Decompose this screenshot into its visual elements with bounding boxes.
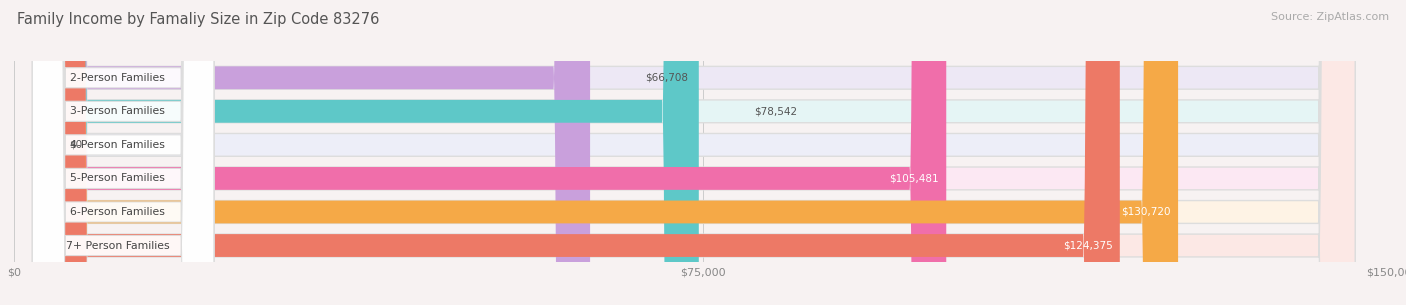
FancyBboxPatch shape [32, 0, 214, 305]
Text: $130,720: $130,720 [1121, 207, 1171, 217]
FancyBboxPatch shape [51, 0, 1119, 305]
FancyBboxPatch shape [51, 0, 1355, 305]
FancyBboxPatch shape [51, 0, 699, 305]
Text: 3-Person Families: 3-Person Families [70, 106, 165, 116]
Text: $124,375: $124,375 [1063, 241, 1112, 250]
FancyBboxPatch shape [51, 0, 591, 305]
Text: 6-Person Families: 6-Person Families [70, 207, 165, 217]
FancyBboxPatch shape [32, 0, 214, 305]
FancyBboxPatch shape [32, 0, 214, 305]
FancyBboxPatch shape [32, 0, 214, 305]
Text: 7+ Person Families: 7+ Person Families [66, 241, 170, 250]
Text: 5-Person Families: 5-Person Families [70, 174, 165, 183]
FancyBboxPatch shape [32, 0, 214, 305]
Text: Source: ZipAtlas.com: Source: ZipAtlas.com [1271, 12, 1389, 22]
Text: 4-Person Families: 4-Person Families [70, 140, 165, 150]
FancyBboxPatch shape [51, 0, 1355, 305]
Text: $66,708: $66,708 [645, 73, 688, 83]
Text: $105,481: $105,481 [889, 174, 939, 183]
Text: Family Income by Famaliy Size in Zip Code 83276: Family Income by Famaliy Size in Zip Cod… [17, 12, 380, 27]
FancyBboxPatch shape [51, 0, 946, 305]
Text: 2-Person Families: 2-Person Families [70, 73, 165, 83]
FancyBboxPatch shape [51, 0, 1355, 305]
FancyBboxPatch shape [32, 0, 214, 305]
FancyBboxPatch shape [51, 0, 1178, 305]
FancyBboxPatch shape [51, 0, 1355, 305]
Text: $0: $0 [69, 140, 83, 150]
Text: $78,542: $78,542 [754, 106, 797, 116]
FancyBboxPatch shape [51, 0, 1355, 305]
FancyBboxPatch shape [51, 0, 1355, 305]
